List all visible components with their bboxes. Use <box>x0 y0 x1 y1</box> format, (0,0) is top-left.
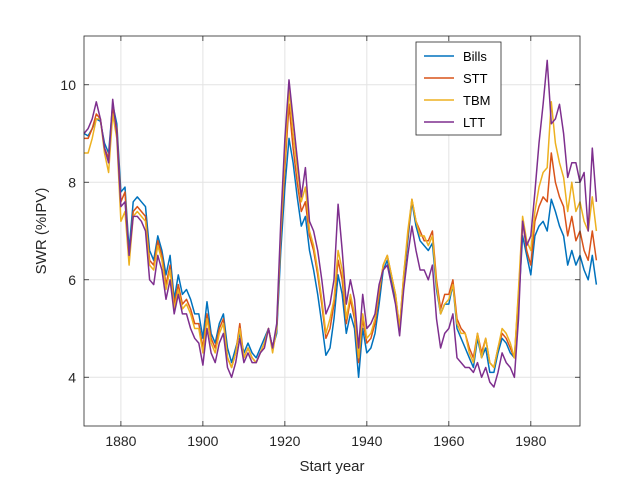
plot-frame <box>83 35 581 427</box>
plot-area <box>84 36 580 426</box>
y-axis-label: SWR (%IPV) <box>33 188 50 275</box>
y-axis-ticks: 4 6 8 10 <box>60 77 580 385</box>
x-tick-label: 1880 <box>105 433 136 449</box>
legend-label-bills: Bills <box>463 49 487 64</box>
x-tick-label: 1920 <box>269 433 300 449</box>
series-lines <box>83 59 598 388</box>
x-axis-ticks: 1880 1900 1920 1940 1960 1980 <box>105 36 547 449</box>
y-tick-label: 10 <box>60 77 76 93</box>
x-tick-label: 1900 <box>187 433 218 449</box>
x-tick-label: 1980 <box>515 433 546 449</box>
series-line-ltt <box>83 59 598 388</box>
series-line-tbm <box>84 88 598 369</box>
x-tick-label: 1940 <box>351 433 382 449</box>
legend-label-tbm: TBM <box>463 93 490 108</box>
x-tick-label: 1960 <box>433 433 464 449</box>
series-line-bills <box>83 103 598 379</box>
legend-label-stt: STT <box>463 71 488 86</box>
legend: Bills STT TBM LTT <box>415 41 502 136</box>
y-tick-label: 8 <box>68 174 76 190</box>
y-tick-label: 4 <box>68 369 76 385</box>
x-axis-label: Start year <box>299 458 364 475</box>
series-line-stt <box>84 103 598 369</box>
legend-label-ltt: LTT <box>463 115 485 130</box>
legend-box <box>415 41 502 136</box>
y-tick-label: 6 <box>68 272 76 288</box>
